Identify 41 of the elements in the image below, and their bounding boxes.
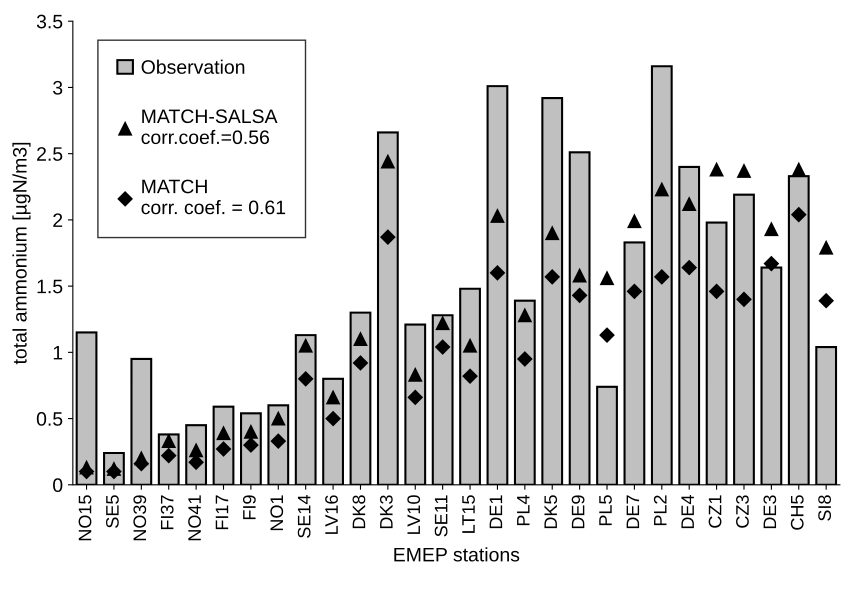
y-axis-title: total ammonium [µgN/m3]: [12, 142, 31, 364]
x-tick-label: PL2: [654, 495, 666, 526]
legend-label: Observation: [142, 60, 244, 74]
x-tick-label: DE3: [763, 495, 776, 528]
x-tick-label: NO15: [78, 495, 92, 540]
x-tick-label: FI9: [242, 495, 256, 520]
x-tick-label: DK8: [352, 495, 366, 528]
x-tick-label: NO1: [270, 495, 284, 530]
y-tick-label: 2: [53, 213, 62, 227]
x-tick-label: CZ1: [708, 495, 722, 528]
x-tick-label: DE4: [681, 495, 694, 528]
y-tick-label: 1: [54, 346, 62, 360]
x-tick-label: DE7: [626, 495, 640, 528]
y-tick-label: 2.5: [37, 147, 62, 161]
x-tick-label: NO41: [188, 495, 201, 540]
x-tick-label: DE9: [572, 495, 584, 528]
x-tick-label: DE1: [490, 495, 502, 528]
x-tick-label: DK3: [380, 495, 393, 528]
x-tick-label: LT15: [462, 495, 475, 533]
y-tick-label: 3: [53, 80, 62, 95]
y-tick-label: 3.5: [36, 14, 62, 28]
x-tick-label: CH5: [790, 495, 804, 530]
x-tick-label: NO39: [133, 495, 146, 540]
x-tick-label: CZ3: [736, 495, 749, 528]
y-tick-label: 0: [53, 478, 62, 492]
x-tick-label: SI8: [818, 495, 832, 521]
x-tick-label: PL4: [517, 495, 530, 526]
x-tick-label: FI37: [160, 495, 174, 530]
x-tick-label: SE11: [434, 495, 448, 537]
legend-label: MATCH corr. coef. = 0.61: [142, 180, 286, 214]
x-tick-label: SE5: [106, 495, 119, 528]
x-tick-label: LV10: [407, 495, 420, 534]
y-tick-label: 0.5: [36, 412, 62, 426]
x-tick-label: DK5: [544, 495, 558, 528]
x-tick-label: SE14: [298, 495, 311, 538]
x-tick-label: PL5: [599, 495, 612, 526]
x-tick-label: FI17: [216, 495, 228, 530]
legend-label: MATCH-SALSA corr.coef.=0.56: [142, 109, 278, 144]
x-tick-label: LV16: [325, 495, 338, 534]
y-tick-label: 1.5: [38, 280, 62, 294]
x-axis-title: EMEP stations: [394, 547, 520, 562]
